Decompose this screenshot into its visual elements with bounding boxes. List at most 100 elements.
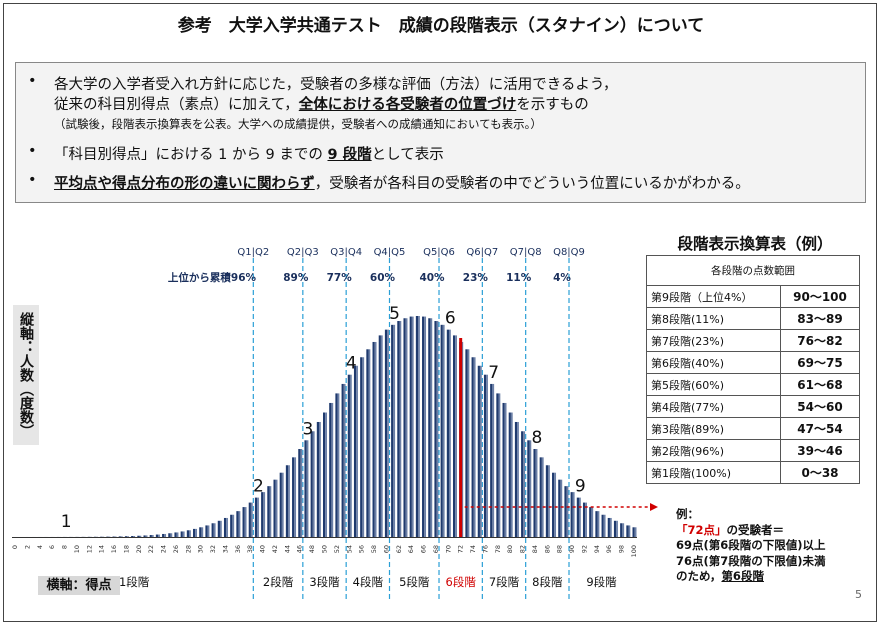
stage-name-label: 3段階 (309, 575, 340, 589)
stage-cell: 第5段階(60%) (646, 373, 781, 396)
x-tick-label: 0 (11, 545, 19, 549)
histogram-bar-shade (232, 514, 235, 537)
histogram-bar (595, 511, 598, 537)
x-tick-label: 48 (308, 545, 316, 553)
histogram-bar (378, 335, 381, 537)
x-tick-label: 28 (184, 545, 192, 553)
example-line: 76点(第7段階の下限値)未満 (676, 553, 826, 568)
histogram-bar (521, 431, 524, 537)
x-tick-label: 68 (432, 545, 440, 553)
histogram-bar (267, 486, 270, 537)
stage-name-label: 4段階 (353, 575, 384, 589)
histogram-bar-shade (244, 507, 247, 537)
stage-marker: 2 (253, 477, 264, 497)
x-tick-label: 18 (122, 545, 130, 553)
x-tick-label: 82 (519, 545, 527, 553)
x-tick-label: 20 (135, 545, 143, 553)
x-tick-label: 44 (283, 545, 291, 553)
histogram-bar-shade (189, 530, 191, 537)
histogram-bar (186, 530, 190, 537)
quantile-label: Q4|Q5 (374, 247, 406, 258)
histogram-bar (279, 472, 282, 537)
quantile-label: Q8|Q9 (553, 247, 585, 258)
bullet-2: • 「科目別得点」における 1 から 9 までの 9 段階として表示 (28, 143, 444, 163)
range-cell: 61～68 (780, 373, 860, 396)
histogram-bar (607, 517, 610, 537)
histogram-bar (100, 536, 103, 538)
histogram-bar-shade (362, 357, 365, 537)
histogram-bar-shade (325, 412, 327, 537)
histogram-bar (601, 514, 604, 537)
histogram-bar (582, 502, 586, 537)
histogram-bar-shade (473, 357, 476, 537)
x-tick-label: 52 (333, 545, 341, 553)
histogram-bar (384, 329, 388, 537)
table-row: 第1段階(100%) 0～38 (646, 461, 860, 484)
histogram-bar (422, 316, 425, 537)
slide-title: 参考 大学入学共通テスト 成績の段階表示（スタナイン）について (177, 16, 705, 36)
table-row: 第3段階(89%) 47～54 (646, 417, 860, 440)
stage-marker: 6 (445, 309, 456, 329)
histogram-bar (242, 507, 245, 537)
histogram-bar (137, 535, 140, 537)
x-tick-label: 92 (580, 545, 588, 553)
histogram-bar (180, 531, 183, 537)
cumulative-percent: 89% (283, 272, 309, 284)
x-tick-label: 34 (221, 545, 229, 553)
table-row: 第5段階(60%) 61～68 (646, 373, 860, 396)
x-tick-label: 10 (73, 545, 81, 553)
histogram-bar-shade (424, 316, 427, 537)
range-cell: 83～89 (780, 307, 860, 330)
histogram-bar-shade (170, 533, 173, 537)
histogram-bar-shade (461, 341, 464, 537)
x-tick-label: 80 (506, 545, 514, 553)
x-tick-label: 98 (618, 545, 626, 553)
x-tick-label: 16 (110, 545, 118, 553)
histogram-bar (514, 421, 518, 537)
histogram-bar-shade (288, 465, 290, 537)
histogram-bar (496, 393, 499, 537)
histogram-bar-shade (195, 528, 198, 537)
histogram-bar (626, 525, 629, 537)
histogram-bar (446, 329, 449, 537)
range-cell: 0～38 (780, 461, 860, 484)
histogram-bar (254, 497, 258, 537)
x-tick-label: 74 (469, 545, 477, 553)
histogram-bar (620, 523, 623, 537)
x-tick-label: 100 (630, 545, 638, 557)
histogram-bar-shade (616, 520, 618, 537)
histogram-bar (483, 374, 487, 537)
histogram-bar (403, 318, 406, 537)
histogram-bar-shade (442, 324, 445, 537)
example-line: 69点(第6段階の下限値)以上 (676, 538, 826, 552)
example-note: 例： 「72点」の受験者＝ 69点(第6段階の下限値)以上 76点(第7段階の下… (676, 507, 826, 585)
histogram-bar-shade (201, 527, 204, 537)
histogram-bar-shade (158, 534, 160, 537)
histogram-bar-shade (380, 335, 383, 537)
histogram-bar (452, 335, 456, 537)
histogram-bar-shade (609, 517, 612, 537)
stage-cell: 第2段階(96%) (646, 439, 781, 462)
histogram-bar-shade (226, 517, 228, 537)
histogram-bar-shade (554, 472, 557, 537)
histogram-bar (155, 534, 159, 537)
x-tick-label: 2 (23, 545, 31, 549)
histogram-bar (298, 449, 301, 537)
histogram-bar-shade (455, 335, 457, 537)
x-tick-label: 88 (556, 545, 564, 553)
cumulative-percent: 77% (327, 272, 353, 284)
histogram-bar-shade (622, 523, 625, 537)
cumulative-percent: 23% (463, 272, 489, 284)
histogram-bar (428, 318, 431, 537)
x-tick-label: 56 (358, 545, 366, 553)
cumulative-percent: 4% (553, 272, 571, 284)
histogram-bar-shade (578, 497, 581, 537)
histogram-bar (533, 449, 536, 537)
histogram-bar (217, 520, 220, 537)
histogram-bar-shade (312, 431, 315, 537)
histogram-bar-shade (294, 457, 297, 537)
x-tick-label: 40 (259, 545, 267, 553)
histogram-bar-shade (139, 535, 142, 537)
page-number: 5 (855, 588, 862, 601)
x-tick-label: 76 (481, 545, 489, 553)
